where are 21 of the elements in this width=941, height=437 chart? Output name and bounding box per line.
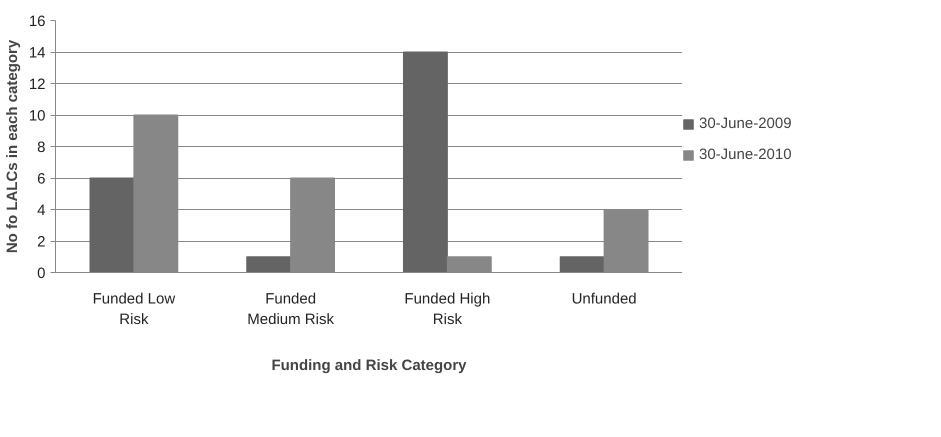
y-tick-label: 8 xyxy=(37,139,46,156)
y-tick-label: 2 xyxy=(37,234,46,250)
bar xyxy=(402,52,448,272)
x-tick-label: Unfunded xyxy=(572,290,637,308)
legend-label: 30-June-2010 xyxy=(699,146,792,163)
x-axis-title: Funding and Risk Category xyxy=(271,356,468,374)
y-tick-label: 0 xyxy=(37,265,46,282)
y-tick-label: 16 xyxy=(28,13,46,30)
y-tick-label: 12 xyxy=(28,76,46,93)
bar xyxy=(89,178,134,272)
y-tick-label: 10 xyxy=(28,108,46,124)
y-axis-title: No fo LALCs in each category xyxy=(4,39,21,254)
x-tick-label: Funded Low Risk xyxy=(92,290,176,328)
bar xyxy=(246,256,292,272)
legend-label: 30-June-2009 xyxy=(699,115,792,132)
y-tick-label: 4 xyxy=(37,202,46,219)
bar xyxy=(560,256,605,272)
y-tick-label: 6 xyxy=(37,170,46,188)
y-tick-label: 14 xyxy=(28,44,46,62)
x-tick-label: Funded High Risk xyxy=(404,290,490,328)
x-tick-label: Funded Medium Risk xyxy=(247,290,334,328)
